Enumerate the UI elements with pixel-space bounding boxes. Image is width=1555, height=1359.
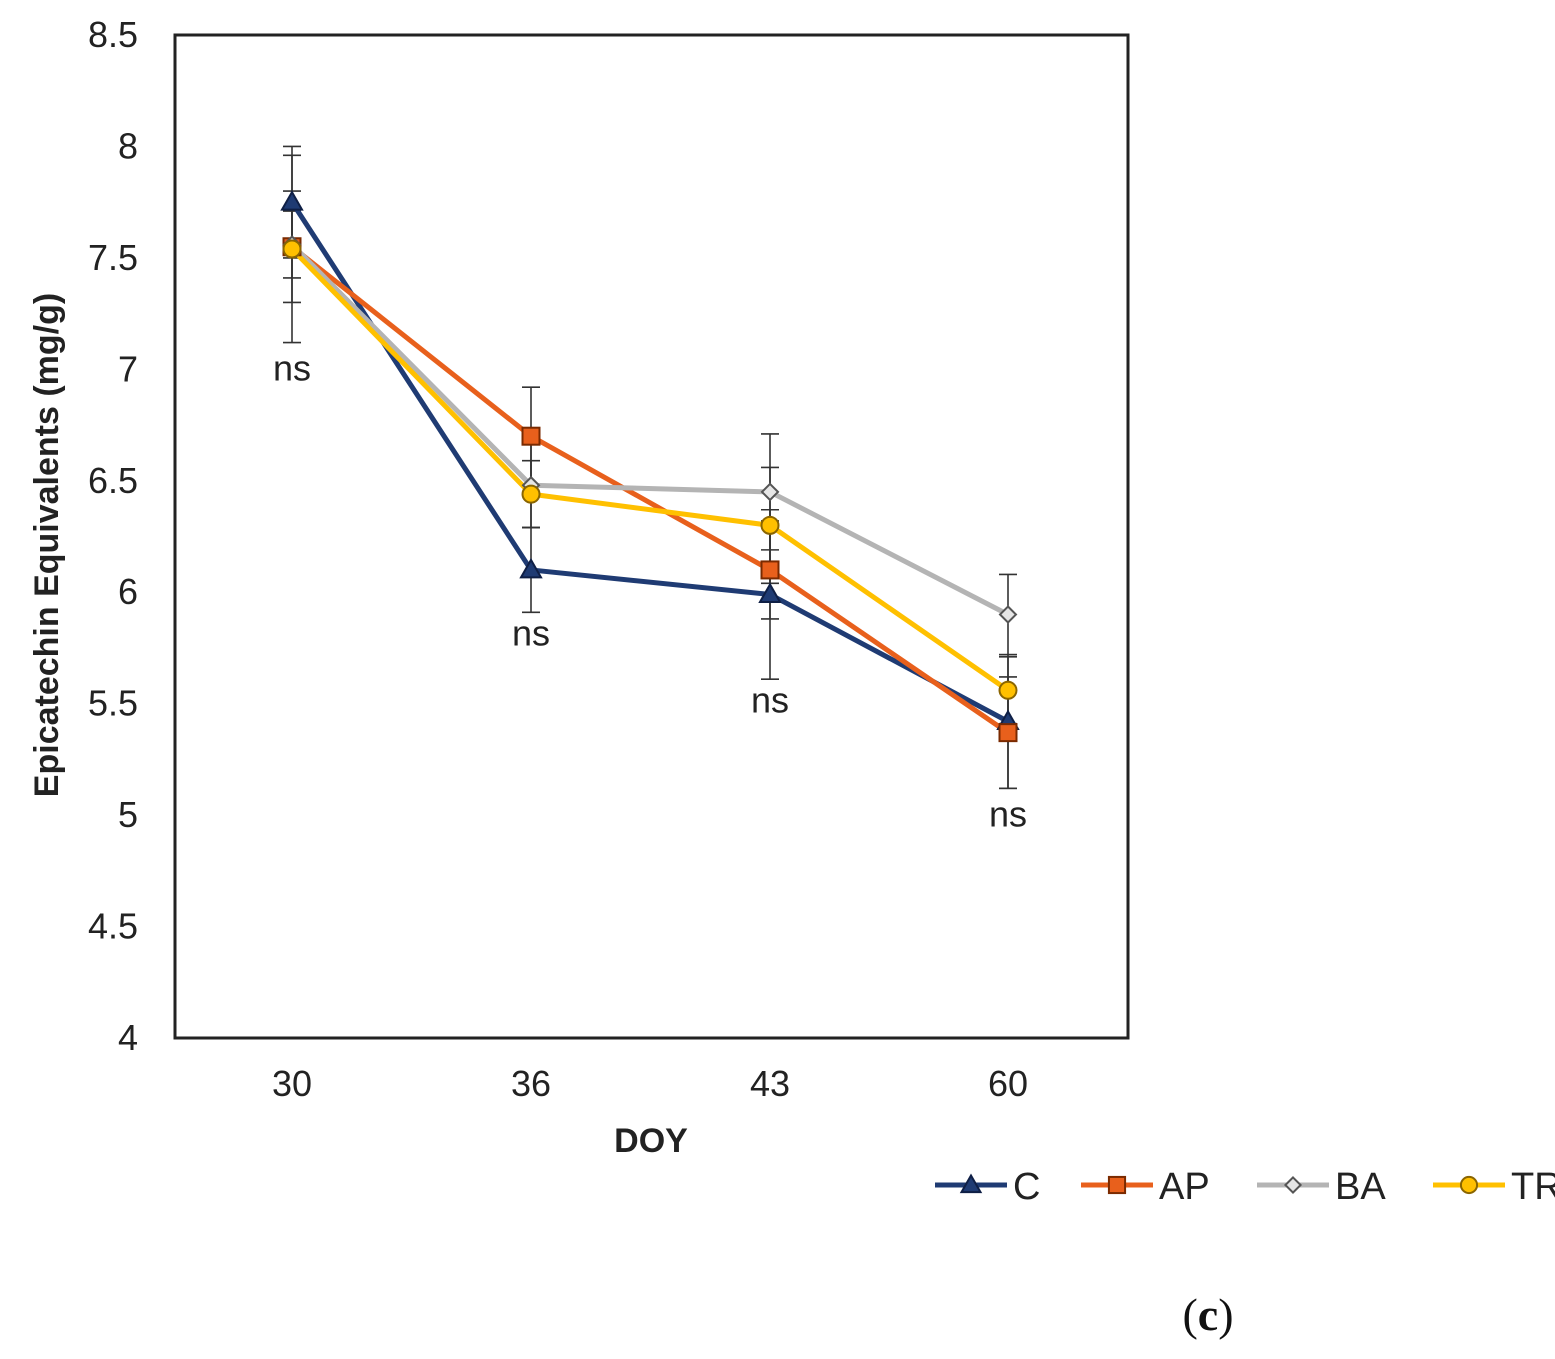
y-axis-ticks: 4 4.5 5 5.5 6 6.5 7 7.5 8 8.5 — [88, 14, 138, 1058]
legend-label: C — [1013, 1166, 1040, 1208]
legend-item-ap: AP — [1081, 1166, 1210, 1208]
y-tick-label: 5 — [118, 794, 138, 835]
y-tick-label: 7 — [118, 348, 138, 389]
data-point-tr — [521, 484, 541, 504]
x-tick-label: 43 — [750, 1063, 790, 1104]
panel-label: (c) — [1182, 1289, 1233, 1340]
panel-label-close: ) — [1218, 1289, 1233, 1340]
significance-label: ns — [273, 347, 311, 388]
data-point-tr — [282, 239, 302, 259]
panel-label-letter: c — [1198, 1289, 1218, 1340]
series-line-ap — [290, 244, 1010, 735]
legend-item-tr: TR — [1433, 1166, 1555, 1208]
y-tick-label: 4 — [118, 1017, 138, 1058]
significance-label: ns — [989, 793, 1027, 834]
x-tick-label: 60 — [988, 1063, 1028, 1104]
annotations: ns ns ns ns — [273, 347, 1027, 834]
y-tick-label: 8 — [118, 125, 138, 166]
legend-label: AP — [1159, 1166, 1210, 1208]
legend-marker — [959, 1173, 983, 1194]
data-point-c — [758, 582, 782, 603]
data-point-ap — [521, 426, 541, 446]
y-tick-label: 6.5 — [88, 460, 138, 501]
data-point-tr — [760, 515, 780, 535]
data-point-ba — [760, 482, 780, 502]
legend-marker — [1107, 1175, 1127, 1195]
y-axis-title: Epicatechin Equivalents (mg/g) — [28, 293, 66, 797]
x-tick-label: 36 — [511, 1063, 551, 1104]
series-line-ba — [290, 242, 1010, 617]
y-tick-label: 7.5 — [88, 237, 138, 278]
legend-item-ba: BA — [1257, 1166, 1386, 1208]
series-markers — [280, 190, 1020, 743]
x-axis-title: DOY — [614, 1122, 688, 1160]
legend-label: BA — [1335, 1166, 1386, 1208]
legend: C AP BA TR — [935, 1166, 1555, 1208]
x-tick-label: 30 — [272, 1063, 312, 1104]
data-point-ba — [998, 605, 1018, 624]
legend-item-c: C — [935, 1166, 1040, 1208]
series-line-tr — [290, 247, 1010, 693]
legend-label: TR — [1511, 1166, 1555, 1208]
significance-label: ns — [512, 613, 550, 654]
y-tick-label: 4.5 — [88, 906, 138, 947]
data-point-tr — [998, 680, 1018, 700]
data-point-ap — [998, 723, 1018, 743]
data-point-c — [519, 557, 543, 579]
series-line-c — [289, 200, 1010, 724]
y-tick-label: 5.5 — [88, 683, 138, 724]
x-axis-ticks: 30 36 43 60 — [272, 1063, 1028, 1104]
series-lines — [289, 200, 1010, 735]
significance-label: ns — [751, 680, 789, 721]
plot-area — [173, 33, 1130, 1040]
y-tick-label: 6 — [118, 571, 138, 612]
y-tick-label: 8.5 — [88, 14, 138, 55]
panel-label-open: ( — [1182, 1289, 1197, 1340]
data-point-c — [280, 190, 304, 211]
data-point-ap — [760, 560, 780, 580]
legend-marker — [1283, 1175, 1303, 1195]
legend-marker — [1459, 1175, 1479, 1195]
